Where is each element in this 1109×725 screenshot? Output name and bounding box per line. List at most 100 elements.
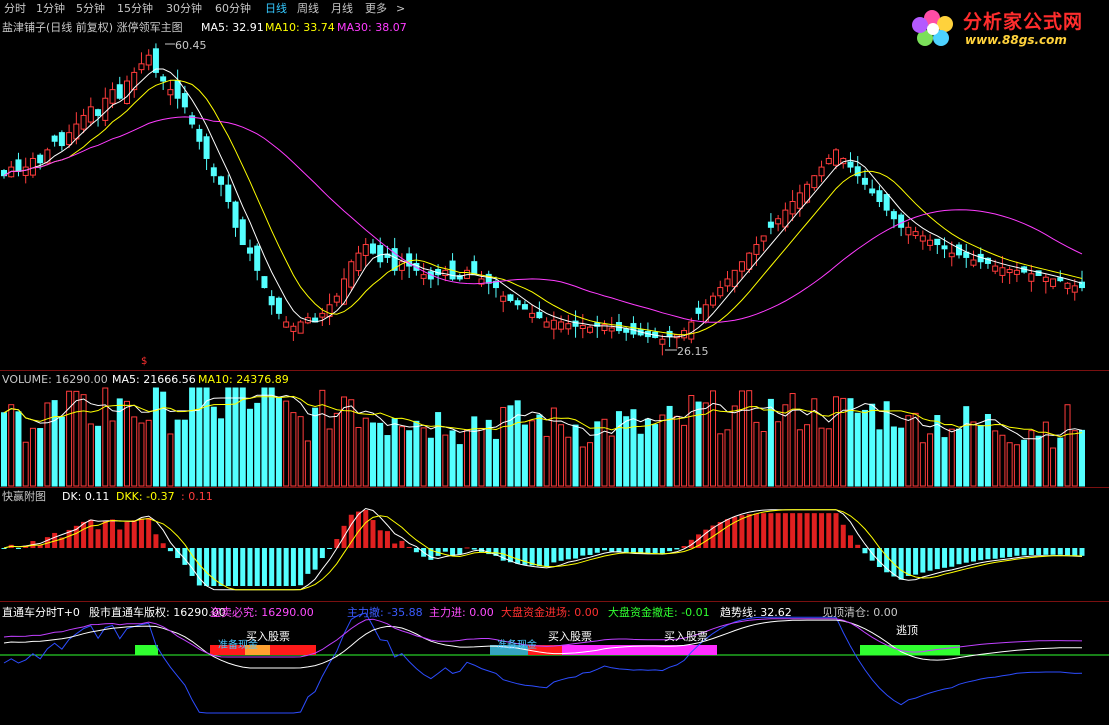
candle-body: [1006, 268, 1013, 274]
candle-body: [717, 287, 724, 297]
dkk-line: [3, 509, 1083, 591]
volume-bar: [1071, 430, 1078, 487]
candle-body: [746, 252, 753, 270]
tab-30min[interactable]: 30分钟: [166, 2, 202, 15]
low-price-label: 26.15: [677, 345, 709, 358]
volume-bar: [550, 407, 557, 487]
volume-bar: [847, 398, 854, 487]
volume-bar: [1050, 447, 1057, 487]
candle-body: [1079, 281, 1085, 289]
oscillator-bar: [1021, 548, 1027, 556]
oscillator-bar: [609, 548, 615, 552]
oscillator-bar: [81, 521, 87, 548]
volume-bar: [644, 418, 651, 487]
oscillator-bar: [59, 537, 65, 548]
oscillator-bar: [978, 548, 984, 561]
candle-body: [181, 93, 188, 108]
volume-bar: [341, 396, 348, 487]
candle-body: [890, 211, 897, 220]
candle-body: [239, 219, 246, 246]
candle-body: [174, 80, 181, 99]
tab-daily[interactable]: 日线: [265, 2, 287, 15]
event-marker: $: [141, 356, 148, 367]
volume-bar: [391, 418, 398, 487]
oscillator-bar: [88, 519, 94, 548]
high-price-label: 60.45: [175, 39, 207, 52]
signal-block: [860, 645, 960, 655]
volume-bar: [948, 428, 955, 487]
candle-body: [485, 273, 492, 284]
oscillator-bar: [305, 548, 311, 574]
volume-bar: [594, 421, 601, 487]
oscillator-bar: [73, 525, 79, 548]
oscillator-bar: [739, 515, 745, 548]
candle-body: [87, 106, 94, 123]
volume-bar: [869, 403, 876, 487]
oscillator-bar: [674, 548, 680, 550]
candle-body: [275, 297, 282, 314]
tab-60min[interactable]: 60分钟: [215, 2, 251, 15]
oscillator-bar: [486, 548, 492, 555]
volume-bar: [890, 426, 897, 487]
volume-bar: [514, 400, 521, 487]
candle-body: [58, 132, 65, 147]
oscillator-bar: [167, 548, 173, 552]
candle-body: [992, 265, 999, 272]
tab-fenshi[interactable]: 分时: [4, 2, 26, 15]
oscillator-bar: [196, 548, 202, 586]
more-arrow-icon[interactable]: >: [396, 2, 406, 15]
candle-body: [927, 239, 934, 246]
oscillator-bar: [1072, 548, 1078, 556]
volume-bar: [44, 402, 51, 487]
tab-1min[interactable]: 1分钟: [36, 2, 65, 15]
candle-body: [623, 328, 630, 333]
oscillator-bar: [1, 548, 7, 549]
tab-15min[interactable]: 15分钟: [117, 2, 153, 15]
volume-bar: [825, 428, 832, 487]
separator-kuaiying: [0, 487, 1109, 488]
volume-bar: [413, 420, 420, 487]
tab-monthly[interactable]: 月线: [331, 2, 353, 15]
oscillator-bar: [804, 513, 810, 548]
volume-bar: [731, 405, 738, 487]
volume-bar: [398, 426, 405, 487]
volume-bar: [203, 387, 210, 487]
oscillator-bar: [1079, 548, 1085, 556]
candle-body: [536, 311, 543, 319]
oscillator-bar: [384, 531, 390, 548]
candle-body: [261, 276, 268, 289]
volume-bar: [15, 411, 22, 487]
volume-bar: [152, 387, 159, 487]
signal-buy-2: 买入股票: [548, 630, 592, 643]
signal-block: [270, 645, 316, 655]
oscillator-bar: [233, 548, 239, 586]
candle-body: [44, 149, 51, 164]
volume-bar: [681, 424, 688, 487]
volume-bar: [666, 405, 673, 487]
oscillator-bar: [797, 513, 803, 548]
tab-5min[interactable]: 5分钟: [76, 2, 105, 15]
signal-buy-3: 买入股票: [664, 630, 708, 643]
volume-bar: [615, 411, 622, 487]
tab-weekly[interactable]: 周线: [297, 2, 319, 15]
oscillator-bar: [450, 548, 456, 556]
oscillator-bar: [153, 534, 159, 548]
oscillator-bar: [847, 535, 853, 548]
oscillator-bar: [247, 548, 253, 586]
tab-more[interactable]: 更多: [365, 2, 387, 15]
oscillator-bar: [66, 529, 72, 548]
main-panel-title: 盐津铺子(日线 前复权) 涨停领军主图: [2, 21, 183, 34]
oscillator-bar: [1036, 548, 1042, 555]
volume-bar: [738, 390, 745, 487]
oscillator-bar: [406, 546, 412, 548]
candle-body: [688, 321, 695, 340]
zhitong-item-copyright: 股市直通车版权: 16290.00: [89, 606, 226, 620]
volume-bar: [181, 419, 188, 487]
candle-body: [225, 184, 232, 203]
period-toolbar: 分时 1分钟 5分钟 15分钟 30分钟 60分钟 日线 周线 月线 更多 >: [0, 0, 1109, 18]
oscillator-bar: [782, 513, 788, 548]
volume-bar: [355, 427, 362, 487]
volume-bar: [420, 427, 427, 487]
volume-bar: [51, 400, 58, 487]
